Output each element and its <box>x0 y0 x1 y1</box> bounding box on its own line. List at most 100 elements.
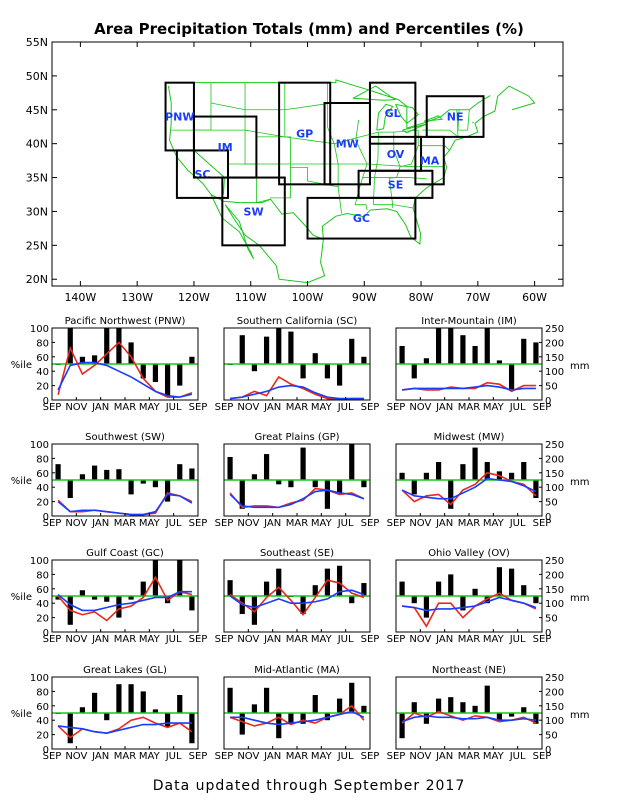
pct-bar <box>227 687 233 713</box>
pct-bar <box>521 707 527 713</box>
month-label: NOV <box>237 518 259 529</box>
pct-bar <box>263 581 270 596</box>
pct-bar <box>533 342 539 364</box>
month-label: SEP <box>387 518 406 529</box>
mm-tick-label: 150 <box>545 702 564 713</box>
pct-tick-label: 100 <box>30 673 49 684</box>
pct-bar <box>533 596 539 604</box>
month-label: JUL <box>509 518 526 529</box>
month-label: NOV <box>409 518 431 529</box>
chart-panel-great-plains: Great Plains (GP)SEP NOV JAN MAR MAY JUL SEP <box>215 432 380 529</box>
month-label: NOV <box>237 634 259 645</box>
pct-bar <box>104 713 110 721</box>
month-label: MAR <box>114 634 136 645</box>
month-label: JAN <box>435 518 453 529</box>
lat-label: 40N <box>26 138 48 151</box>
pct-bar <box>521 338 527 364</box>
panel-title: Inter-Mountain (IM) <box>421 316 517 327</box>
mm-tick-label: 200 <box>545 687 564 698</box>
region-label-ov: OV <box>387 148 405 161</box>
month-label: NOV <box>237 751 259 762</box>
panel-title: Mid-Atlantic (MA) <box>254 665 340 676</box>
panel-title: Ohio Valley (OV) <box>428 548 510 559</box>
region-label-gc: GC <box>353 212 370 225</box>
pct-bar <box>116 684 122 713</box>
month-label: SEP <box>533 518 552 529</box>
panel-title: Gulf Coast (GC) <box>86 548 164 559</box>
panel-title: Northeast (NE) <box>432 665 506 676</box>
month-label: NOV <box>65 751 87 762</box>
pct-bar <box>496 567 503 596</box>
month-label: JAN <box>91 634 109 645</box>
month-label: SEP <box>361 402 380 413</box>
pct-bar <box>177 695 183 713</box>
region-label-im: IM <box>218 141 233 154</box>
pct-bar <box>324 568 331 596</box>
pct-bar <box>79 474 86 480</box>
pct-bar <box>336 480 343 495</box>
pct-bar <box>177 560 183 596</box>
lat-label: 50N <box>26 70 48 83</box>
mm-tick-label: 250 <box>545 324 564 335</box>
mm-tick-label: 100 <box>545 599 564 610</box>
state-line <box>362 177 427 180</box>
chart-panel-gulf-coast: Gulf Coast (GC)SEP NOV JAN MAR MAY JUL SEP0204… <box>11 548 208 645</box>
normal-mm-line <box>401 477 537 500</box>
pct-tick-label: 0 <box>43 396 49 407</box>
month-label: JUL <box>509 751 526 762</box>
region-label-ne: NE <box>447 111 464 124</box>
pct-bar <box>472 705 478 713</box>
month-label: MAR <box>114 751 136 762</box>
pct-bar <box>460 702 466 713</box>
month-label: JUL <box>165 402 182 413</box>
pct-tick-label: 40 <box>36 599 49 610</box>
region-label-se: SE <box>388 178 403 191</box>
mm-tick-label: 200 <box>545 570 564 581</box>
month-label: SEP <box>215 751 234 762</box>
pct-tick-label: 20 <box>36 614 49 625</box>
pct-bar <box>300 364 306 379</box>
pct-bar <box>324 364 331 379</box>
normal-mm-line <box>229 589 365 609</box>
chart-panel-southwest: Southwest (SW)SEP NOV JAN MAR MAY JUL SEP02040… <box>11 432 208 529</box>
pct-axis-label: %ile <box>11 592 32 603</box>
pct-bar <box>448 480 454 509</box>
pct-bar <box>288 331 294 364</box>
month-label: JUL <box>337 751 354 762</box>
mm-tick-label: 250 <box>545 440 564 451</box>
pct-bar <box>399 346 405 364</box>
pct-bar <box>435 328 442 364</box>
pct-bar <box>227 456 233 480</box>
month-label: SEP <box>387 402 406 413</box>
pct-bar <box>239 480 245 509</box>
lat-label: 25N <box>26 239 48 252</box>
pct-bar <box>533 480 539 498</box>
pct-bar <box>312 695 318 713</box>
pct-bar <box>104 328 110 364</box>
pct-bar <box>508 713 515 717</box>
region-label-pnw: PNW <box>165 111 194 124</box>
region-box-gl <box>368 81 417 145</box>
lon-label: 110W <box>235 291 267 304</box>
month-label: NOV <box>409 634 431 645</box>
month-label: MAR <box>458 751 480 762</box>
month-label: MAR <box>458 402 480 413</box>
month-label: JAN <box>263 751 281 762</box>
pct-bar <box>91 596 98 600</box>
month-label: SEP <box>189 402 208 413</box>
pct-bar <box>496 713 503 721</box>
pct-bar <box>399 472 405 480</box>
panel-title: Pacific Northwest (PNW) <box>65 316 186 327</box>
pct-bar <box>300 596 306 614</box>
pct-bar <box>276 568 282 596</box>
pct-bar <box>140 480 146 484</box>
chart-panel-mid-atlantic: Mid-Atlantic (MA)SEP NOV JAN MAR MAY JUL SEP <box>215 665 380 762</box>
pct-bar <box>361 356 367 364</box>
month-label: MAY <box>139 518 161 529</box>
mm-tick-label: 200 <box>545 338 564 349</box>
month-label: JAN <box>435 751 453 762</box>
pct-bar <box>472 346 478 364</box>
month-label: SEP <box>533 751 552 762</box>
figure-title: Area Precipitation Totals (mm) and Perce… <box>94 20 524 38</box>
state-line <box>354 119 368 211</box>
